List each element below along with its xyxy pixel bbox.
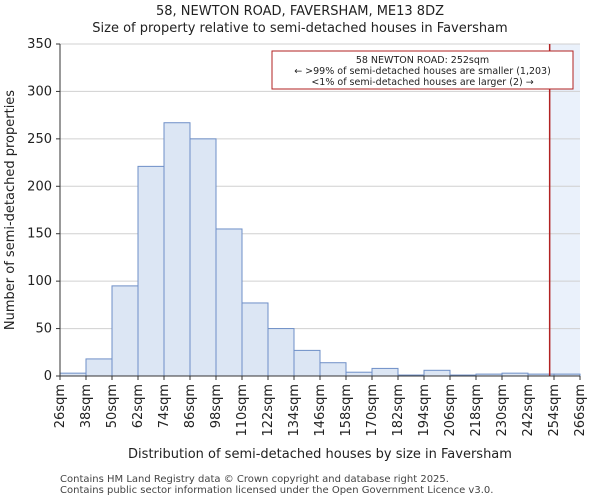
x-tick-label: 122sqm: [261, 384, 276, 437]
x-tick-label: 98sqm: [209, 384, 224, 428]
x-tick-label: 134sqm: [287, 384, 302, 437]
annotation-line: ← >99% of semi-detached houses are small…: [294, 66, 551, 77]
x-tick-label: 218sqm: [469, 384, 484, 437]
x-tick-label: 74sqm: [157, 384, 172, 428]
x-tick-label: 26sqm: [53, 384, 68, 428]
x-tick-label: 206sqm: [443, 384, 458, 437]
x-tick-label: 266sqm: [573, 384, 588, 437]
y-tick-label: 350: [27, 37, 52, 52]
annotation-line: 58 NEWTON ROAD: 252sqm: [356, 55, 489, 66]
y-tick-label: 0: [44, 369, 52, 384]
x-axis-title: Distribution of semi-detached houses by …: [128, 447, 512, 462]
annotation-line: <1% of semi-detached houses are larger (…: [311, 77, 533, 88]
x-tick-label: 110sqm: [235, 384, 250, 437]
y-tick-label: 250: [27, 132, 52, 147]
y-tick-label: 200: [27, 179, 52, 194]
y-tick-label: 150: [27, 227, 52, 242]
histogram-bar: [85, 358, 113, 377]
histogram-bar: [241, 302, 269, 377]
chart-title-address: 58, NEWTON ROAD, FAVERSHAM, ME13 8DZ: [155, 4, 444, 19]
histogram-bar: [293, 349, 321, 377]
histogram-bar: [111, 285, 139, 377]
footer-licence: Contains public sector information licen…: [60, 485, 494, 496]
x-tick-label: 230sqm: [495, 384, 510, 437]
chart-title: Size of property relative to semi-detach…: [92, 21, 508, 36]
histogram-bar: [345, 371, 373, 377]
highlight-region: [549, 44, 580, 376]
histogram-bar: [371, 367, 399, 377]
x-tick-label: 158sqm: [339, 384, 354, 437]
x-tick-label: 242sqm: [521, 384, 536, 437]
histogram-bar: [163, 122, 191, 377]
y-tick-label: 100: [27, 274, 52, 289]
x-tick-label: 86sqm: [183, 384, 198, 428]
x-tick-label: 254sqm: [547, 384, 562, 437]
histogram-bar: [267, 328, 295, 377]
histogram-bar: [423, 369, 451, 377]
footer-copyright: Contains HM Land Registry data © Crown c…: [60, 474, 449, 485]
x-tick-label: 50sqm: [105, 384, 120, 428]
annotation-box: [271, 50, 574, 90]
x-tick-label: 62sqm: [131, 384, 146, 428]
y-tick-label: 300: [27, 84, 52, 99]
x-tick-label: 170sqm: [365, 384, 380, 437]
y-tick-label: 50: [35, 322, 52, 337]
y-axis-title: Number of semi-detached properties: [3, 90, 18, 330]
x-tick-label: 146sqm: [313, 384, 328, 437]
histogram-bar: [137, 165, 165, 377]
histogram-bar: [319, 362, 347, 377]
x-tick-label: 38sqm: [79, 384, 94, 428]
histogram-bar: [215, 228, 243, 377]
histogram-bar: [189, 138, 217, 377]
x-tick-label: 182sqm: [391, 384, 406, 437]
x-tick-label: 194sqm: [417, 384, 432, 437]
